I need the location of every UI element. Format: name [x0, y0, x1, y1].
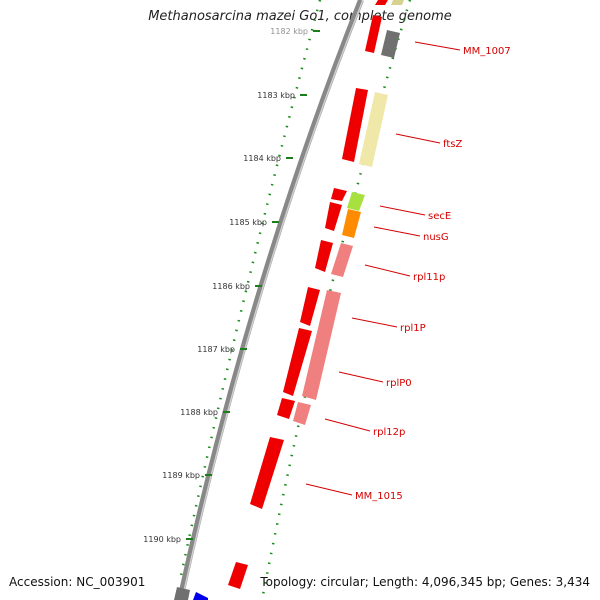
kbp-tick-label: 1186 kbp	[212, 282, 250, 291]
gene-label-leader	[379, 205, 426, 216]
genome-backbone-highlight	[181, 0, 364, 600]
gene-labels: MM_1007 ftsZ secE nusG rpl11p rpl1P rplP0 rpl12…	[305, 41, 511, 502]
gene-block[interactable]	[293, 402, 311, 425]
gene-label-rpl11p[interactable]: rpl11p	[413, 272, 445, 283]
ruler-dotted-outer	[178, 0, 322, 581]
gene-arrow[interactable]	[277, 398, 295, 419]
gene-arrow[interactable]	[228, 562, 248, 589]
kbp-tick-label: 1189 kbp	[162, 471, 200, 480]
gene-label-leader	[351, 317, 398, 328]
gene-label-rpl1p[interactable]: rpl1P	[400, 323, 426, 334]
gene-block[interactable]	[347, 192, 365, 211]
gene-block[interactable]	[359, 92, 388, 167]
gene-arrow[interactable]	[331, 188, 347, 201]
accession-label: Accession: NC_003901	[9, 575, 146, 589]
gene-label-mm-1007[interactable]: MM_1007	[463, 46, 511, 57]
kbp-tick-label: 1185 kbp	[229, 218, 267, 227]
reverse-strand-genes	[174, 0, 404, 600]
gene-block[interactable]	[174, 587, 190, 600]
gene-block[interactable]	[391, 0, 404, 5]
kbp-tick-label: 1184 kbp	[243, 154, 281, 163]
gene-arrow[interactable]	[300, 287, 320, 326]
gene-label-mm-1015[interactable]: MM_1015	[355, 491, 403, 502]
gene-label-leader	[414, 41, 461, 51]
kbp-tick-label: 1188 kbp	[180, 408, 218, 417]
topology-label: Topology: circular; Length: 4,096,345 bp…	[260, 575, 590, 589]
gene-label-leader	[395, 133, 441, 144]
gene-label-rpl12p[interactable]: rpl12p	[373, 427, 405, 438]
gene-label-leader	[338, 371, 384, 383]
gene-label-rplp0[interactable]: rplP0	[386, 378, 412, 389]
gene-arrow[interactable]	[250, 437, 284, 509]
forward-strand-genes	[228, 0, 388, 589]
gene-block[interactable]	[342, 209, 361, 238]
gene-block[interactable]	[302, 290, 341, 400]
gene-label-sece[interactable]: secE	[428, 211, 451, 222]
gene-block[interactable]	[331, 243, 353, 277]
gene-arrow[interactable]	[315, 240, 333, 272]
gene-arrow[interactable]	[375, 0, 388, 5]
gene-arrow[interactable]	[325, 202, 342, 231]
kbp-tick-label: 1182 kbp	[270, 27, 308, 36]
kbp-ticks: 1182 kbp 1183 kbp 1184 kbp 1185 kbp 1186 kbp…	[143, 27, 320, 544]
genome-backbone	[177, 0, 364, 600]
gene-label-leader	[324, 418, 371, 432]
kbp-tick-label: 1190 kbp	[143, 535, 181, 544]
gene-label-ftsz[interactable]: ftsZ	[443, 139, 462, 150]
gene-block[interactable]	[193, 592, 208, 600]
kbp-tick-label: 1183 kbp	[257, 91, 295, 100]
gene-label-leader	[373, 226, 421, 237]
gene-label-leader	[305, 483, 353, 496]
gene-arrow[interactable]	[365, 15, 382, 53]
kbp-tick-label: 1187 kbp	[197, 345, 235, 354]
gene-label-nusg[interactable]: nusG	[423, 232, 449, 243]
gene-arrow[interactable]	[283, 328, 312, 396]
gene-block[interactable]	[381, 30, 400, 58]
gene-label-leader	[364, 264, 411, 277]
gene-arrow[interactable]	[342, 88, 368, 162]
